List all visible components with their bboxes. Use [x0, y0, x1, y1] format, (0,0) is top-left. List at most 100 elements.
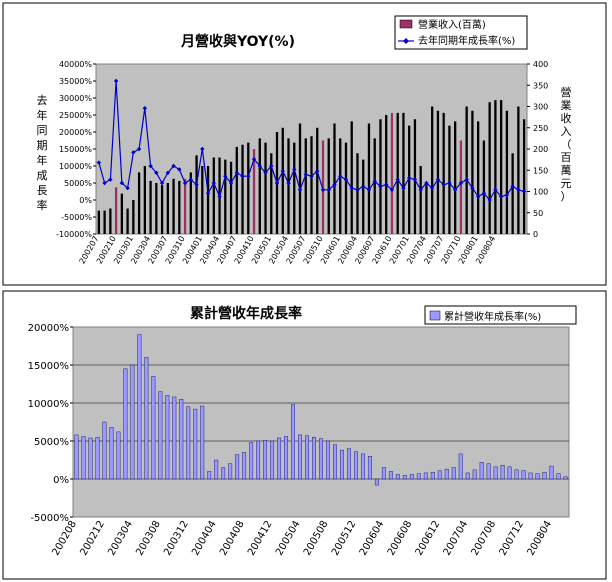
chart2-bar [200, 405, 205, 480]
chart1-yright-tick-label: 250 [533, 124, 548, 133]
chart1-yleft-tick-label: 15000% [59, 145, 92, 154]
chart1-yoy-point [96, 160, 102, 165]
chart2-bar [451, 467, 456, 480]
chart2-bar [186, 406, 191, 480]
chart1-bar [494, 100, 497, 234]
chart1-bar [149, 180, 152, 234]
chart2-bar [74, 434, 79, 480]
chart2-title: 累計營收年成長率 [190, 305, 302, 322]
chart1-bar [436, 110, 440, 234]
chart1-yaxis-right-label: 營業收入（百萬元） [561, 86, 572, 203]
chart1-bar [442, 112, 445, 234]
chart1-yoy-point [487, 197, 492, 203]
chart1-bar [402, 112, 405, 234]
chart1-yoy-point [292, 167, 297, 172]
chart2-bar [402, 475, 407, 480]
chart1-yoy-point [297, 187, 303, 192]
chart1-yoy-point [131, 150, 136, 155]
chart2-bar [158, 391, 163, 480]
chart1-yoy-point [286, 180, 291, 186]
chart1-yoy-point [119, 180, 125, 186]
chart1-yoy-point [384, 182, 389, 187]
chart1-yleft-tick-label: 30000% [59, 94, 92, 103]
chart1-yoy-point [372, 179, 377, 184]
chart1-bar [465, 106, 468, 234]
chart2-bar [102, 421, 107, 480]
chart1-yoy-point [378, 184, 383, 189]
chart1-yoy-point [447, 180, 452, 186]
svg-text:同: 同 [37, 124, 48, 137]
chart1-bar [316, 127, 319, 234]
chart2-bar [521, 470, 526, 480]
chart1-yleft-tick-label: 0% [79, 196, 92, 205]
chart1-yoy-point [269, 163, 274, 169]
chart1-yright-tick-label: 0 [533, 230, 538, 239]
chart1-yleft-tick-label: -5000% [61, 213, 92, 222]
svg-text:長: 長 [37, 184, 48, 197]
chart2-bar [291, 404, 296, 480]
chart1-yoy-point [223, 174, 228, 179]
chart2-bar [165, 395, 170, 480]
chart1-yoy-point [481, 191, 487, 196]
chart2-bar [458, 453, 463, 480]
chart1-legend: 營業收入(百萬) 去年同期年成長率(%) [394, 15, 528, 50]
svg-text:百: 百 [561, 151, 572, 164]
chart2-legend-swatch [429, 310, 441, 321]
chart2-bar [472, 469, 477, 480]
chart2-bar [116, 431, 121, 480]
chart1-yoy-point [429, 185, 435, 191]
chart1-bar [522, 119, 526, 234]
chart1-yleft-tick-label: -10000% [56, 230, 92, 239]
chart1-yoy-point [154, 170, 159, 175]
chart2-bar [388, 471, 393, 480]
chart1-yoy-point [257, 163, 262, 169]
chart1-bar [293, 142, 296, 234]
chart1-bar [477, 121, 480, 234]
chart1-bar [379, 119, 382, 234]
chart1-bar [413, 119, 417, 234]
chart1-bar [189, 172, 192, 234]
chart1-yoy-point [320, 187, 326, 192]
chart1-yoy-point [355, 187, 360, 192]
chart1-yoy-point [418, 187, 423, 192]
svg-text:期: 期 [37, 139, 48, 152]
chart1-yoy-point [326, 187, 331, 192]
chart2-bar [130, 364, 135, 480]
chart1-yoy-point [412, 177, 418, 182]
chart1-yoy-point [182, 180, 188, 186]
chart2-bar [144, 357, 149, 480]
chart1-yoy-point [171, 163, 176, 169]
chart1-bar [488, 102, 491, 234]
chart1-yoy-point [303, 172, 308, 177]
chart1-bar [431, 106, 434, 234]
chart2-bar [346, 448, 351, 480]
chart2-bar [263, 440, 268, 480]
chart2-bar [493, 466, 498, 480]
chart2-bar [479, 462, 484, 480]
chart1-yoy-point [470, 185, 475, 191]
chart1-yoy-point [177, 167, 182, 172]
chart1-bar [505, 110, 509, 234]
svg-text:年: 年 [37, 108, 48, 122]
chart2-bar [277, 437, 282, 480]
chart2-bar [360, 453, 365, 480]
chart1-yoy-point [406, 175, 412, 181]
chart1-yoy-point [401, 185, 406, 191]
chart1-yleft-tick-label: 25000% [59, 111, 92, 120]
chart2-y-tick-label: 10000% [28, 399, 69, 410]
chart1-yoy-point [194, 182, 199, 187]
chart2-legend: 累計營收年成長率(%) [424, 305, 577, 325]
chart2-bar [549, 465, 554, 480]
chart1-yoy-point [516, 187, 521, 192]
chart1-bar [201, 166, 204, 234]
chart2-bar [88, 437, 93, 480]
chart2-bar [465, 472, 470, 480]
chart1-yoy-point [332, 182, 337, 187]
chart1-yoy-point [441, 182, 446, 187]
chart1-yoy-point [338, 174, 343, 179]
chart1-yoy-point [217, 194, 222, 199]
chart1-bar [270, 153, 273, 234]
svg-text:營: 營 [561, 86, 572, 99]
chart1-yoy-point [165, 170, 171, 175]
